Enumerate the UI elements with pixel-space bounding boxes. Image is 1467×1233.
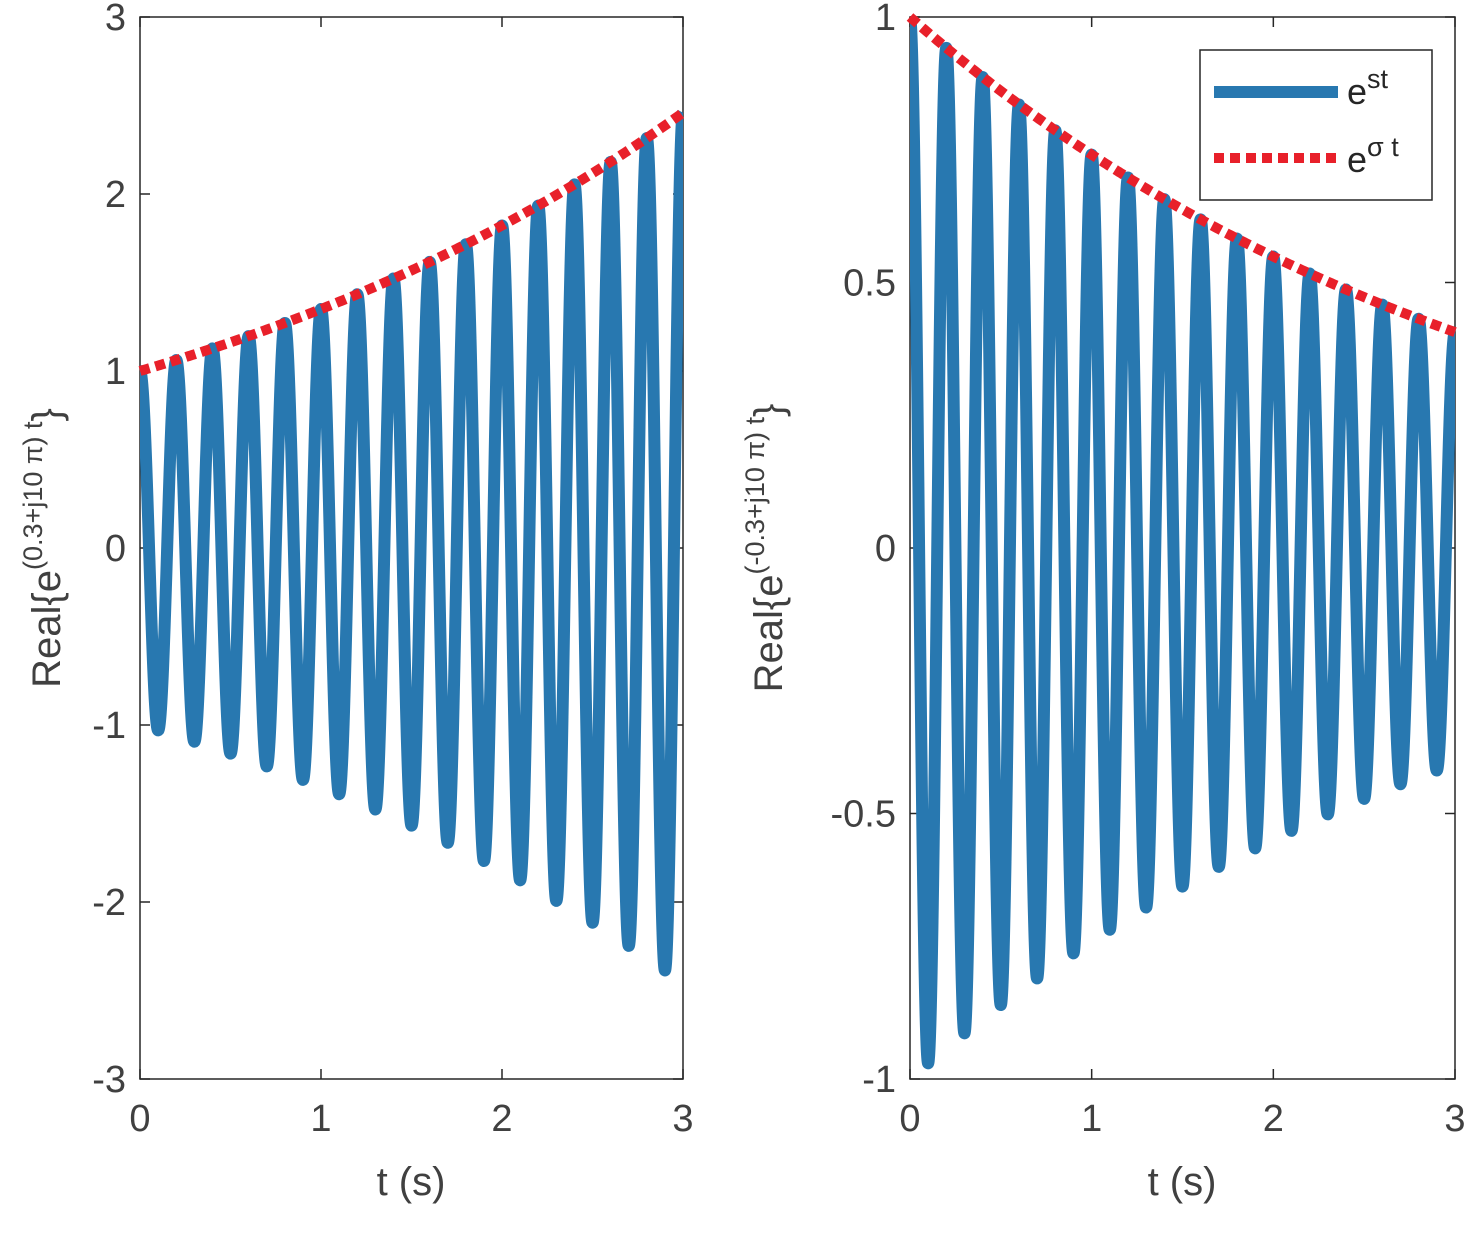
right-signal-line — [910, 17, 1455, 1070]
y-tick-label: -2 — [92, 882, 126, 924]
left-x-axis-label: t (s) — [377, 1160, 446, 1204]
y-tick-label: 1 — [105, 351, 126, 393]
right-x-axis-label: t (s) — [1148, 1160, 1217, 1204]
left-y-axis-label: Real{e(0.3+j10 π) t} — [18, 408, 69, 688]
left-tick-labels: 0 1 2 3 -3 -2 -1 0 1 2 3 — [92, 0, 693, 1140]
x-tick-label: 3 — [672, 1098, 693, 1140]
y-tick-label: 3 — [105, 0, 126, 39]
x-tick-label: 2 — [1263, 1098, 1284, 1140]
y-tick-label: 1 — [875, 0, 896, 39]
right-plot: 0 1 2 3 -1 -0.5 0 0.5 1 t (s) Real{e(-0.3+j10 π)… — [740, 0, 1466, 1204]
y-tick-label: -1 — [862, 1059, 896, 1101]
legend-label-signal: est — [1347, 64, 1389, 112]
y-tick-label: 2 — [105, 174, 126, 216]
left-envelope-line — [138, 108, 686, 376]
right-envelope-line — [906, 13, 1457, 337]
x-tick-label: 1 — [310, 1098, 331, 1140]
x-tick-label: 0 — [129, 1098, 150, 1140]
left-plot: 0 1 2 3 -3 -2 -1 0 1 2 3 t (s) Real{e(0.3+j10 π) t… — [18, 0, 694, 1204]
y-tick-label: 0.5 — [843, 263, 896, 305]
legend-box — [1199, 49, 1433, 201]
x-tick-label: 2 — [491, 1098, 512, 1140]
x-tick-label: 0 — [899, 1098, 920, 1140]
right-tick-labels: 0 1 2 3 -1 -0.5 0 0.5 1 — [831, 0, 1466, 1140]
x-tick-label: 1 — [1081, 1098, 1102, 1140]
y-tick-label: -3 — [92, 1059, 126, 1101]
y-tick-label: -0.5 — [831, 794, 896, 836]
y-tick-label: -1 — [92, 705, 126, 747]
right-y-axis-label: Real{e(-0.3+j10 π) t} — [740, 404, 791, 693]
legend: est eσ t — [1199, 49, 1433, 201]
y-tick-label: 0 — [105, 528, 126, 570]
left-signal-line — [140, 107, 683, 977]
x-tick-label: 3 — [1444, 1098, 1465, 1140]
legend-label-envelope: eσ t — [1347, 132, 1399, 180]
y-tick-label: 0 — [875, 528, 896, 570]
